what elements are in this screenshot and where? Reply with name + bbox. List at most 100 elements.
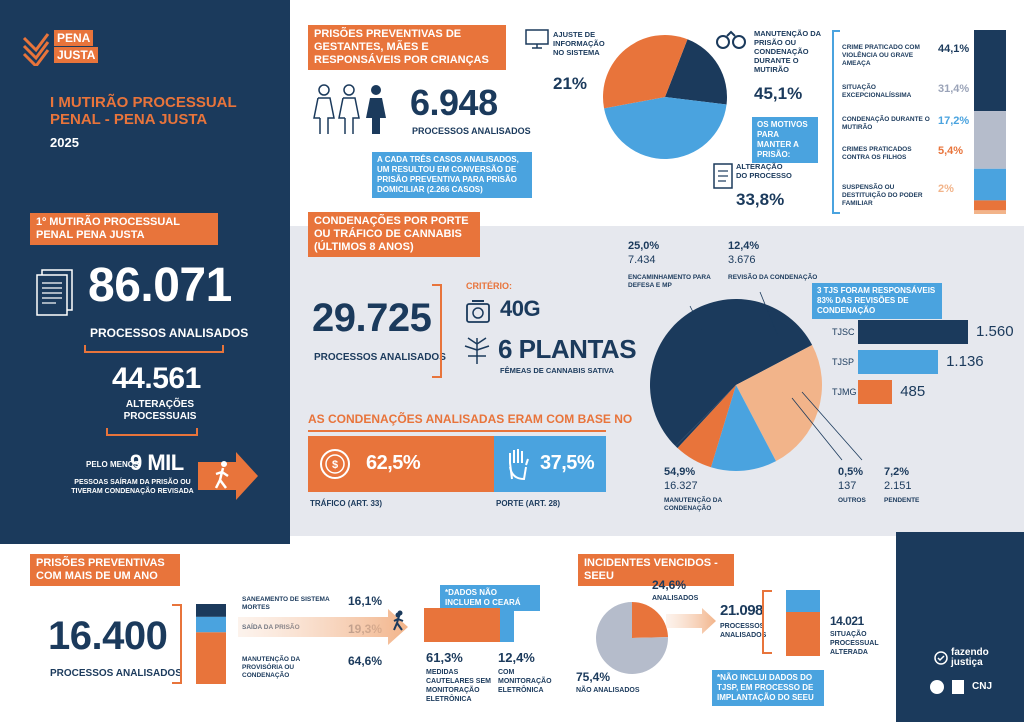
motivo-pct: 44,1% bbox=[938, 43, 970, 55]
cnj-logo: CNJ bbox=[972, 681, 993, 692]
pena-justa-logo: PENA JUSTA bbox=[22, 30, 122, 68]
tj-label: TJMG bbox=[832, 387, 857, 397]
basis-underline bbox=[308, 430, 606, 432]
cannabis-bracket bbox=[432, 284, 442, 378]
stack-segment bbox=[196, 616, 226, 633]
cannabis-total-label: PROCESSOS ANALISADOS bbox=[314, 352, 446, 363]
left-changes-label: ALTERAÇÕES PROCESSUAIS bbox=[123, 399, 197, 422]
tj-label: TJSP bbox=[832, 357, 855, 367]
left-divider-2 bbox=[106, 428, 198, 436]
pie-slice bbox=[632, 602, 668, 638]
tj-value: 485 bbox=[900, 383, 926, 400]
logo-text-1: PENA bbox=[54, 30, 94, 46]
ano-total-label: PROCESSOS ANALISADOS bbox=[50, 668, 182, 679]
cannabis-pie-chart bbox=[650, 299, 822, 471]
ano-stacked-bar bbox=[196, 604, 226, 684]
motivos-stacked-bar bbox=[974, 30, 1006, 214]
pie-pct: 25,0% bbox=[628, 240, 660, 252]
pie-count: 3.676 bbox=[728, 254, 756, 266]
left-changes: 44.561 bbox=[112, 362, 201, 395]
pie-slice bbox=[736, 345, 822, 462]
seeu-altered-label: SITUAÇÃO PROCESSUAL ALTERADA bbox=[830, 631, 879, 656]
ano-label: MANUTENÇÃO DA PROVISÓRIA OU CONDENAÇÃO bbox=[242, 656, 300, 679]
seeu-arrow-icon bbox=[666, 608, 716, 634]
cautelar-label: MEDIDAS CAUTELARES SEM MONITORAÇÃO ELETR… bbox=[426, 669, 491, 703]
stack-segment bbox=[196, 632, 226, 684]
documents-icon bbox=[36, 269, 73, 316]
walking-gradient-arrow-icon bbox=[238, 609, 408, 645]
released-label: PESSOAS SAÍRAM DA PRISÃO OU TIVERAM COND… bbox=[71, 479, 194, 495]
pie-slice bbox=[650, 299, 813, 447]
motivos-bracket bbox=[832, 30, 840, 214]
basis-title: AS CONDENAÇÕES ANALISADAS ERAM COM BASE … bbox=[308, 412, 633, 426]
trafico-bar bbox=[308, 436, 494, 492]
alter-pct: 33,8% bbox=[736, 190, 785, 209]
page-title: I MUTIRÃO PROCESSUAL PENAL - PENA JUSTA bbox=[50, 94, 237, 128]
motivo-label: CONDENAÇÃO DURANTE O MUTIRÃO bbox=[842, 116, 930, 131]
stack-segment bbox=[974, 200, 1006, 211]
seeu-analyzed-pct: 24,6% bbox=[652, 578, 687, 592]
gestantes-pie-chart bbox=[603, 34, 727, 159]
porte-bar bbox=[494, 436, 606, 492]
seeu-not-analyzed-label: NÃO ANALISADOS bbox=[576, 687, 640, 694]
pie-label: PENDENTE bbox=[884, 497, 920, 504]
money-icon: $ bbox=[320, 449, 350, 479]
document-icon bbox=[713, 163, 733, 189]
shield-check-icon bbox=[22, 33, 50, 66]
tj-bar bbox=[858, 380, 893, 404]
pie-count: 137 bbox=[838, 480, 857, 492]
monit-label: COM MONITORAÇÃO ELETRÔNICA bbox=[498, 669, 552, 694]
seeu-bar-top bbox=[786, 590, 820, 612]
ano-pct: 16,1% bbox=[348, 594, 383, 608]
released-prefix: PELO MENOS bbox=[86, 460, 140, 469]
left-divider-1 bbox=[84, 345, 224, 353]
pie-slice bbox=[603, 34, 688, 109]
gestantes-tag: PRISÕES PREVENTIVAS DE GESTANTES, MÃES E… bbox=[308, 25, 506, 70]
ano-note: *DADOS NÃO INCLUEM O CEARÁ bbox=[440, 585, 540, 611]
ajuste-pct: 21% bbox=[553, 74, 588, 93]
manut-label: MANUTENÇÃO DA PRISÃO OU CONDENAÇÃO DURAN… bbox=[754, 29, 821, 74]
partner-logo-1 bbox=[930, 680, 944, 694]
pie-label: OUTROS bbox=[838, 497, 866, 504]
footer-brand: fazendo justiça bbox=[951, 647, 989, 668]
seeu-tag: INCIDENTES VENCIDOS - SEEU bbox=[578, 554, 734, 586]
cautelar-pct: 61,3% bbox=[426, 650, 463, 665]
walking-arrow-icon bbox=[198, 452, 258, 500]
pie-count: 2.151 bbox=[884, 480, 912, 492]
seeu-note: *NÃO INCLUI DADOS DO TJSP, EM PROCESSO D… bbox=[712, 670, 824, 706]
scale-icon bbox=[466, 300, 490, 323]
manut-pct: 45,1% bbox=[754, 84, 803, 103]
seeu-altered: 14.021 bbox=[830, 614, 864, 628]
page-year: 2025 bbox=[50, 135, 79, 150]
criterio-label: CRITÉRIO: bbox=[466, 281, 512, 291]
ano-tag: PRISÕES PREVENTIVAS COM MAIS DE UM ANO bbox=[30, 554, 180, 586]
gestantes-total-label: PROCESSOS ANALISADOS bbox=[412, 126, 531, 136]
tj-value: 1.136 bbox=[946, 353, 984, 370]
gestantes-total: 6.948 bbox=[410, 82, 498, 123]
motivo-label: CRIME PRATICADO COM VIOLÊNCIA OU GRAVE A… bbox=[842, 44, 920, 67]
svg-text:$: $ bbox=[332, 459, 338, 471]
left-tag: 1º MUTIRÃO PROCESSUAL PENAL PENA JUSTA bbox=[30, 213, 218, 245]
ano-label: SANEAMENTO DE SISTEMA MORTES bbox=[242, 596, 330, 611]
left-total: 86.071 bbox=[88, 259, 232, 312]
fazendo-justica-icon bbox=[934, 651, 948, 665]
monitor-icon bbox=[525, 29, 549, 49]
hand-icon bbox=[509, 449, 529, 481]
trafico-label: TRÁFICO (ART. 33) bbox=[310, 499, 382, 508]
ano-total: 16.400 bbox=[48, 614, 168, 658]
cannabis-plants-label: FÊMEAS DE CANNABIS SATIVA bbox=[500, 366, 614, 375]
gestantes-note: A CADA TRÊS CASOS ANALISADOS, UM RESULTO… bbox=[372, 152, 532, 198]
women-icon bbox=[313, 84, 386, 134]
walking-person-icon bbox=[393, 610, 404, 631]
motivo-pct: 2% bbox=[938, 183, 954, 195]
seeu-not-analyzed-pct: 75,4% bbox=[576, 670, 611, 684]
monit-bar bbox=[500, 608, 514, 642]
partner-logo-2 bbox=[952, 680, 964, 694]
seeu-bracket bbox=[762, 590, 772, 654]
stack-segment bbox=[196, 604, 226, 617]
pie-count: 7.434 bbox=[628, 254, 656, 266]
cannabis-plants: 6 PLANTAS bbox=[498, 334, 637, 364]
pie-label: ENCAMINHAMENTO PARA DEFESA E MP bbox=[628, 274, 711, 289]
tj-value: 1.560 bbox=[976, 323, 1014, 340]
motivos-note: OS MOTIVOS PARA MANTER A PRISÃO: bbox=[752, 117, 818, 163]
